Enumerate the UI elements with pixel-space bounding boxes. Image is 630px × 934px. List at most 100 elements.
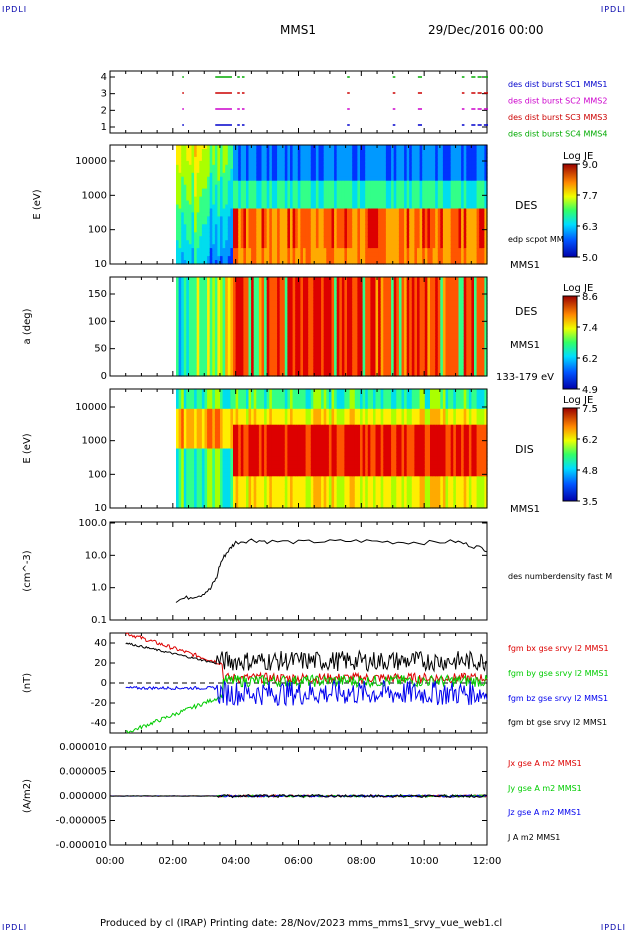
heat-cell xyxy=(271,240,276,245)
heat-cell xyxy=(194,286,198,291)
heat-cell xyxy=(380,212,384,217)
heat-cell xyxy=(445,228,449,233)
heat-cell xyxy=(264,160,268,166)
heat-cell xyxy=(212,145,216,150)
heat-cell xyxy=(227,176,231,182)
heat-cell xyxy=(248,256,252,261)
heat-cell xyxy=(220,359,224,364)
heat-cell xyxy=(349,240,353,245)
heat-cell xyxy=(450,204,454,210)
heat-cell xyxy=(212,329,216,334)
heat-cell xyxy=(230,323,234,328)
heat-cell xyxy=(305,192,309,198)
heat-cell xyxy=(471,196,475,202)
heat-cell xyxy=(243,212,247,217)
heat-cell xyxy=(339,224,343,229)
heat-cell xyxy=(269,188,273,194)
heat-cell xyxy=(318,164,322,170)
heat-cell xyxy=(196,260,200,265)
heat-cell xyxy=(445,240,449,245)
heat-cell xyxy=(264,252,268,257)
heat-cell xyxy=(435,244,439,249)
heat-cell xyxy=(380,252,384,257)
heat-cell xyxy=(271,248,276,253)
heat-cell xyxy=(362,248,366,253)
heat-cell xyxy=(404,184,408,190)
heat-cell xyxy=(347,184,351,190)
heat-cell xyxy=(277,248,281,253)
heat-cell xyxy=(243,252,247,257)
heat-cell xyxy=(212,359,216,364)
heat-cell xyxy=(235,339,239,344)
heat-cell xyxy=(453,149,457,154)
heat-cell xyxy=(204,152,208,158)
heat-cell xyxy=(313,192,317,198)
heat-cell xyxy=(295,192,299,198)
heat-cell xyxy=(207,277,211,281)
heat-cell xyxy=(409,208,413,214)
heat-cell xyxy=(453,244,457,249)
heat-cell xyxy=(466,168,470,174)
heat-cell xyxy=(336,192,340,198)
heat-cell xyxy=(339,216,343,221)
heat-cell xyxy=(196,369,200,374)
heat-cell xyxy=(380,224,384,229)
heat-cell xyxy=(194,184,198,190)
heat-cell xyxy=(313,208,317,214)
heat-cell xyxy=(222,216,226,221)
heat-cell xyxy=(422,244,426,249)
heat-cell xyxy=(383,196,387,202)
heat-cell xyxy=(269,346,273,351)
heat-cell xyxy=(176,306,180,311)
heat-cell xyxy=(326,248,330,253)
heat-cell xyxy=(419,224,423,229)
heat-cell xyxy=(178,362,182,367)
heat-cell xyxy=(261,145,265,150)
heat-cell xyxy=(365,240,369,245)
heat-cell xyxy=(243,216,247,221)
heat-cell xyxy=(196,286,200,291)
heat-cell xyxy=(188,164,193,170)
heat-cell xyxy=(349,220,353,225)
heat-cell xyxy=(336,208,340,214)
heat-cell xyxy=(253,160,257,166)
heat-cell xyxy=(251,180,255,186)
heat-cell xyxy=(479,228,483,233)
heat-cell xyxy=(266,277,270,281)
heat-cell xyxy=(261,349,265,354)
heat-cell xyxy=(207,164,211,170)
heat-cell xyxy=(461,252,465,257)
heat-cell xyxy=(178,293,182,298)
heat-cell xyxy=(321,176,325,182)
heat-cell xyxy=(432,248,436,253)
heat-cell xyxy=(183,310,187,314)
heat-cell xyxy=(468,160,473,166)
heat-cell xyxy=(230,343,234,347)
heat-cell xyxy=(212,303,216,308)
heat-cell xyxy=(220,156,224,162)
heat-cell xyxy=(461,188,465,194)
heat-cell xyxy=(411,149,415,154)
heat-cell xyxy=(199,224,203,229)
heat-cell xyxy=(277,359,281,364)
heat-cell xyxy=(269,244,273,249)
heat-cell xyxy=(207,236,211,241)
heat-cell xyxy=(481,156,485,162)
heat-cell xyxy=(199,346,203,351)
heat-cell xyxy=(186,326,190,331)
heat-cell xyxy=(258,296,263,301)
des-energy-y-tick-label: 1000 xyxy=(82,190,107,201)
heat-cell xyxy=(380,168,384,174)
heat-cell xyxy=(181,352,185,357)
heat-cell xyxy=(481,228,485,233)
heat-cell xyxy=(331,224,335,229)
heat-cell xyxy=(471,168,475,174)
heat-cell xyxy=(385,152,390,158)
heat-cell xyxy=(471,156,475,162)
heat-cell xyxy=(186,296,190,301)
heat-cell xyxy=(445,172,449,178)
heat-cell xyxy=(178,216,182,221)
heat-cell xyxy=(481,236,485,241)
heat-cell xyxy=(256,286,260,291)
heat-cell xyxy=(248,180,252,186)
